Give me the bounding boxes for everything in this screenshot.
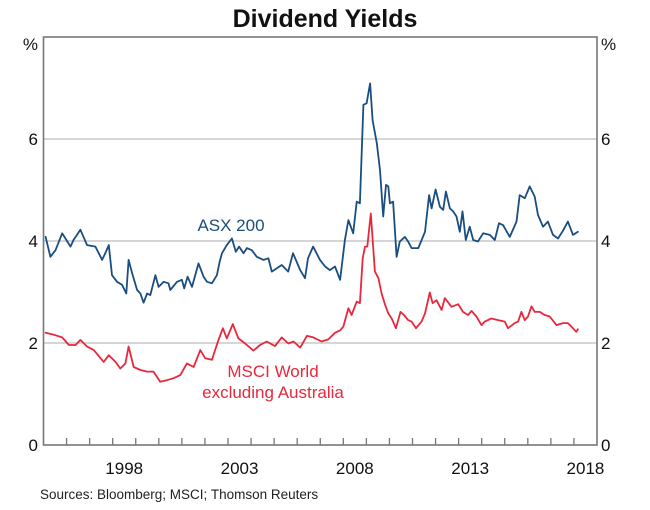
y-axis-right-unit: % (601, 35, 616, 54)
series-line-msci-world-ex-australia (44, 212, 579, 383)
y-axis-right-labels: 0 2 4 6 (601, 130, 610, 455)
series-label-msci-line2: excluding Australia (202, 383, 344, 402)
y-tick-label-right: 0 (601, 436, 610, 455)
y-axis-left-unit: % (23, 35, 38, 54)
x-tick-label-1998: 1998 (105, 459, 143, 478)
y-tick-label-left: 2 (29, 334, 38, 353)
series-line-asx200 (44, 82, 579, 304)
y-tick-label-right: 2 (601, 334, 610, 353)
y-tick-label-left: 0 (29, 436, 38, 455)
x-tick-label-2013: 2013 (451, 459, 489, 478)
x-axis-labels: 1998 2003 2008 2013 2018 (105, 459, 604, 478)
chart-title: Dividend Yields (233, 5, 418, 33)
series-label-msci-line1: MSCI World (227, 362, 318, 381)
gridlines (43, 138, 597, 344)
x-axis-ticks (65, 438, 575, 445)
x-tick-label-2003: 2003 (221, 459, 259, 478)
x-tick-label-2008: 2008 (336, 459, 374, 478)
sources-note: Sources: Bloomberg; MSCI; Thomson Reuter… (40, 487, 318, 502)
y-axis-left-labels: 0 2 4 6 (29, 130, 38, 455)
y-tick-label-right: 4 (601, 232, 610, 251)
y-tick-label-left: 6 (29, 130, 38, 149)
series-lines (44, 82, 579, 383)
series-label-asx200: ASX 200 (197, 216, 264, 235)
y-tick-label-right: 6 (601, 130, 610, 149)
x-tick-label-2018: 2018 (567, 459, 605, 478)
y-tick-label-left: 4 (29, 232, 38, 251)
